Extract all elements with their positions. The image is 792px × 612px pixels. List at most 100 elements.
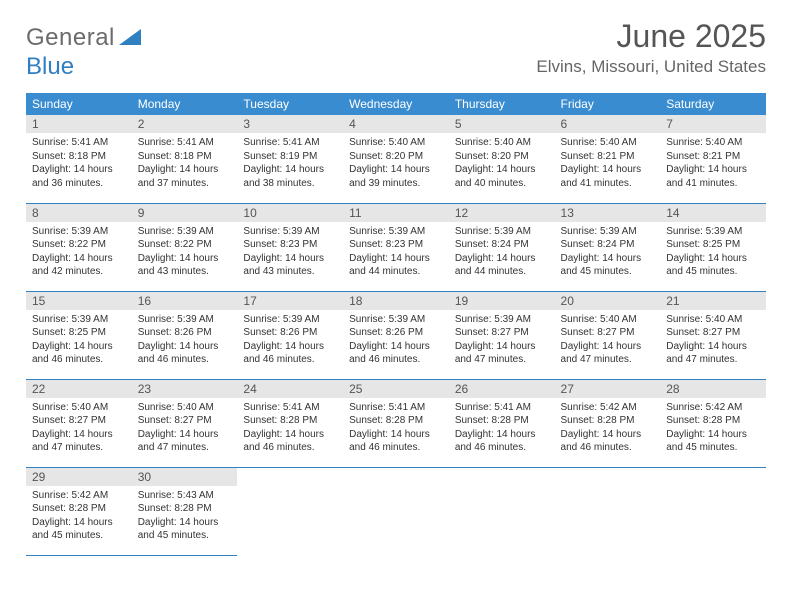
calendar-day-cell: 2Sunrise: 5:41 AMSunset: 8:18 PMDaylight… [132,115,238,203]
day-number: 15 [26,292,132,310]
day-number: 23 [132,380,238,398]
day-details: Sunrise: 5:41 AMSunset: 8:28 PMDaylight:… [237,398,343,458]
logo-text-general: General [26,24,115,52]
calendar-day-cell: 24Sunrise: 5:41 AMSunset: 8:28 PMDayligh… [237,379,343,467]
calendar-day-cell: 10Sunrise: 5:39 AMSunset: 8:23 PMDayligh… [237,203,343,291]
calendar-empty-cell [343,467,449,555]
day-number: 16 [132,292,238,310]
day-number: 7 [660,115,766,133]
day-number: 29 [26,468,132,486]
calendar-day-cell: 4Sunrise: 5:40 AMSunset: 8:20 PMDaylight… [343,115,449,203]
calendar-day-cell: 6Sunrise: 5:40 AMSunset: 8:21 PMDaylight… [555,115,661,203]
day-number: 21 [660,292,766,310]
day-details: Sunrise: 5:39 AMSunset: 8:27 PMDaylight:… [449,310,555,370]
day-details: Sunrise: 5:41 AMSunset: 8:19 PMDaylight:… [237,133,343,193]
day-details: Sunrise: 5:39 AMSunset: 8:26 PMDaylight:… [237,310,343,370]
day-number: 2 [132,115,238,133]
weekday-header: Thursday [449,93,555,115]
calendar-day-cell: 27Sunrise: 5:42 AMSunset: 8:28 PMDayligh… [555,379,661,467]
logo: General [26,24,141,52]
weekday-header: Friday [555,93,661,115]
calendar-day-cell: 21Sunrise: 5:40 AMSunset: 8:27 PMDayligh… [660,291,766,379]
day-number: 18 [343,292,449,310]
day-number: 12 [449,204,555,222]
day-details: Sunrise: 5:40 AMSunset: 8:27 PMDaylight:… [26,398,132,458]
calendar-day-cell: 7Sunrise: 5:40 AMSunset: 8:21 PMDaylight… [660,115,766,203]
calendar-day-cell: 12Sunrise: 5:39 AMSunset: 8:24 PMDayligh… [449,203,555,291]
day-number: 28 [660,380,766,398]
day-details: Sunrise: 5:41 AMSunset: 8:18 PMDaylight:… [26,133,132,193]
day-number: 20 [555,292,661,310]
day-number: 17 [237,292,343,310]
calendar-day-cell: 25Sunrise: 5:41 AMSunset: 8:28 PMDayligh… [343,379,449,467]
day-details: Sunrise: 5:40 AMSunset: 8:20 PMDaylight:… [343,133,449,193]
calendar-empty-cell [660,467,766,555]
day-number: 8 [26,204,132,222]
day-details: Sunrise: 5:42 AMSunset: 8:28 PMDaylight:… [660,398,766,458]
calendar-week-row: 1Sunrise: 5:41 AMSunset: 8:18 PMDaylight… [26,115,766,203]
calendar-day-cell: 14Sunrise: 5:39 AMSunset: 8:25 PMDayligh… [660,203,766,291]
day-number: 5 [449,115,555,133]
calendar-day-cell: 9Sunrise: 5:39 AMSunset: 8:22 PMDaylight… [132,203,238,291]
calendar-body: 1Sunrise: 5:41 AMSunset: 8:18 PMDaylight… [26,115,766,555]
logo-triangle-icon [119,24,141,52]
weekday-header: Monday [132,93,238,115]
calendar-day-cell: 29Sunrise: 5:42 AMSunset: 8:28 PMDayligh… [26,467,132,555]
calendar-day-cell: 8Sunrise: 5:39 AMSunset: 8:22 PMDaylight… [26,203,132,291]
day-details: Sunrise: 5:40 AMSunset: 8:21 PMDaylight:… [555,133,661,193]
day-number: 11 [343,204,449,222]
day-number: 19 [449,292,555,310]
calendar-day-cell: 11Sunrise: 5:39 AMSunset: 8:23 PMDayligh… [343,203,449,291]
calendar-day-cell: 16Sunrise: 5:39 AMSunset: 8:26 PMDayligh… [132,291,238,379]
day-number: 10 [237,204,343,222]
calendar-day-cell: 5Sunrise: 5:40 AMSunset: 8:20 PMDaylight… [449,115,555,203]
calendar-day-cell: 18Sunrise: 5:39 AMSunset: 8:26 PMDayligh… [343,291,449,379]
calendar-day-cell: 19Sunrise: 5:39 AMSunset: 8:27 PMDayligh… [449,291,555,379]
calendar-week-row: 29Sunrise: 5:42 AMSunset: 8:28 PMDayligh… [26,467,766,555]
day-number: 27 [555,380,661,398]
day-number: 26 [449,380,555,398]
day-details: Sunrise: 5:40 AMSunset: 8:21 PMDaylight:… [660,133,766,193]
day-number: 24 [237,380,343,398]
day-number: 13 [555,204,661,222]
weekday-header: Saturday [660,93,766,115]
month-title: June 2025 [536,18,766,55]
day-details: Sunrise: 5:40 AMSunset: 8:27 PMDaylight:… [555,310,661,370]
calendar-empty-cell [237,467,343,555]
day-details: Sunrise: 5:40 AMSunset: 8:20 PMDaylight:… [449,133,555,193]
calendar-day-cell: 20Sunrise: 5:40 AMSunset: 8:27 PMDayligh… [555,291,661,379]
calendar-empty-cell [449,467,555,555]
day-details: Sunrise: 5:41 AMSunset: 8:28 PMDaylight:… [449,398,555,458]
calendar-header-row: SundayMondayTuesdayWednesdayThursdayFrid… [26,93,766,115]
day-details: Sunrise: 5:42 AMSunset: 8:28 PMDaylight:… [26,486,132,546]
day-details: Sunrise: 5:39 AMSunset: 8:23 PMDaylight:… [343,222,449,282]
day-details: Sunrise: 5:40 AMSunset: 8:27 PMDaylight:… [660,310,766,370]
day-details: Sunrise: 5:39 AMSunset: 8:22 PMDaylight:… [26,222,132,282]
weekday-header: Tuesday [237,93,343,115]
calendar-week-row: 22Sunrise: 5:40 AMSunset: 8:27 PMDayligh… [26,379,766,467]
weekday-header: Wednesday [343,93,449,115]
day-details: Sunrise: 5:39 AMSunset: 8:22 PMDaylight:… [132,222,238,282]
calendar-day-cell: 13Sunrise: 5:39 AMSunset: 8:24 PMDayligh… [555,203,661,291]
day-number: 14 [660,204,766,222]
day-number: 30 [132,468,238,486]
day-details: Sunrise: 5:43 AMSunset: 8:28 PMDaylight:… [132,486,238,546]
day-details: Sunrise: 5:39 AMSunset: 8:26 PMDaylight:… [132,310,238,370]
day-details: Sunrise: 5:41 AMSunset: 8:28 PMDaylight:… [343,398,449,458]
day-number: 6 [555,115,661,133]
calendar-day-cell: 28Sunrise: 5:42 AMSunset: 8:28 PMDayligh… [660,379,766,467]
day-details: Sunrise: 5:40 AMSunset: 8:27 PMDaylight:… [132,398,238,458]
calendar-day-cell: 1Sunrise: 5:41 AMSunset: 8:18 PMDaylight… [26,115,132,203]
weekday-header: Sunday [26,93,132,115]
day-number: 1 [26,115,132,133]
calendar-table: SundayMondayTuesdayWednesdayThursdayFrid… [26,93,766,556]
day-number: 4 [343,115,449,133]
calendar-week-row: 15Sunrise: 5:39 AMSunset: 8:25 PMDayligh… [26,291,766,379]
day-number: 9 [132,204,238,222]
calendar-empty-cell [555,467,661,555]
day-details: Sunrise: 5:39 AMSunset: 8:24 PMDaylight:… [449,222,555,282]
calendar-day-cell: 15Sunrise: 5:39 AMSunset: 8:25 PMDayligh… [26,291,132,379]
day-details: Sunrise: 5:39 AMSunset: 8:26 PMDaylight:… [343,310,449,370]
day-number: 3 [237,115,343,133]
calendar-week-row: 8Sunrise: 5:39 AMSunset: 8:22 PMDaylight… [26,203,766,291]
